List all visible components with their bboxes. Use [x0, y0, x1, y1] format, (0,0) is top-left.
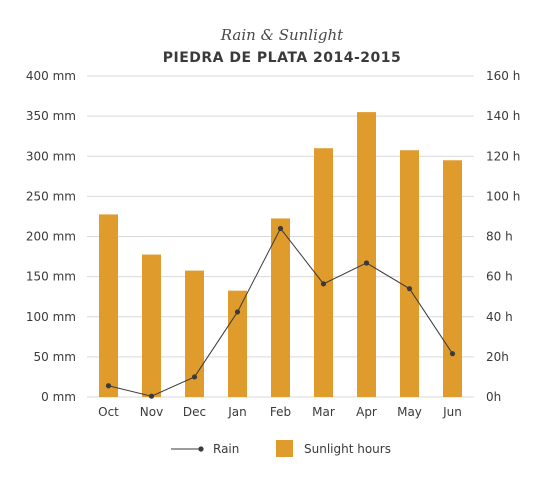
x-tick-label: Apr [356, 405, 377, 419]
x-tick-label: Mar [312, 405, 335, 419]
y-right-tick-label: 20h [486, 350, 509, 364]
rain-point [191, 374, 198, 380]
sunlight-bar [271, 218, 290, 397]
sunlight-bar [99, 214, 118, 397]
y-left-tick-label: 0 mm [41, 390, 76, 404]
rain-point [105, 383, 112, 389]
x-tick-label: Jan [227, 405, 247, 419]
y-left-tick-label: 250 mm [26, 189, 76, 203]
rain-point [449, 351, 456, 357]
chart-title: Rain & Sunlight [220, 26, 344, 44]
axis-ticks: 0 mm 0h 50 mm 20h 100 mm 40 h 150 mm 60 h 200 mm… [26, 69, 520, 419]
y-right-tick-label: 0h [486, 390, 501, 404]
y-left-tick-label: 350 mm [26, 109, 76, 123]
rain-point [406, 286, 413, 292]
sunlight-bar [314, 148, 333, 397]
y-left-tick-label: 100 mm [26, 310, 76, 324]
sunlight-bar [443, 160, 462, 397]
x-tick-label: Feb [270, 405, 291, 419]
rain-point [277, 225, 284, 232]
y-right-tick-label: 120 h [486, 149, 520, 163]
y-right-tick-label: 160 h [486, 69, 520, 83]
x-tick-label: Dec [183, 405, 206, 419]
y-right-tick-label: 40 h [486, 310, 513, 324]
y-left-tick-label: 400 mm [26, 69, 76, 83]
y-left-tick-label: 200 mm [26, 230, 76, 244]
rain-point [234, 309, 241, 315]
y-left-tick-label: 300 mm [26, 149, 76, 163]
x-tick-label: May [397, 405, 422, 419]
rain-point [148, 393, 155, 399]
rain-point [320, 281, 327, 287]
sunlight-bar [228, 290, 247, 397]
sunlight-bar [357, 112, 376, 398]
y-right-tick-label: 60 h [486, 270, 513, 284]
legend-sunlight-label: Sunlight hours [304, 442, 391, 456]
sunlight-bar [185, 270, 204, 397]
y-right-tick-label: 140 h [486, 109, 520, 123]
legend-sunlight-swatch [276, 440, 293, 457]
rain-line-group [105, 225, 456, 399]
y-left-tick-label: 50 mm [34, 350, 76, 364]
sunlight-bar [400, 150, 419, 397]
legend-rain-point-swatch [198, 446, 204, 452]
legend-rain-label: Rain [213, 442, 239, 456]
rain-point [363, 260, 370, 266]
chart-subtitle: PIEDRA DE PLATA 2014-2015 [163, 50, 402, 66]
sunlight-bar [142, 254, 161, 397]
y-right-tick-label: 100 h [486, 189, 520, 203]
sunlight-bars [99, 112, 462, 398]
x-tick-label: Nov [140, 405, 163, 419]
y-right-tick-label: 80 h [486, 230, 513, 244]
x-tick-label: Jun [442, 405, 462, 419]
legend: Rain Sunlight hours [171, 440, 391, 457]
y-left-tick-label: 150 mm [26, 270, 76, 284]
x-tick-label: Oct [98, 405, 119, 419]
